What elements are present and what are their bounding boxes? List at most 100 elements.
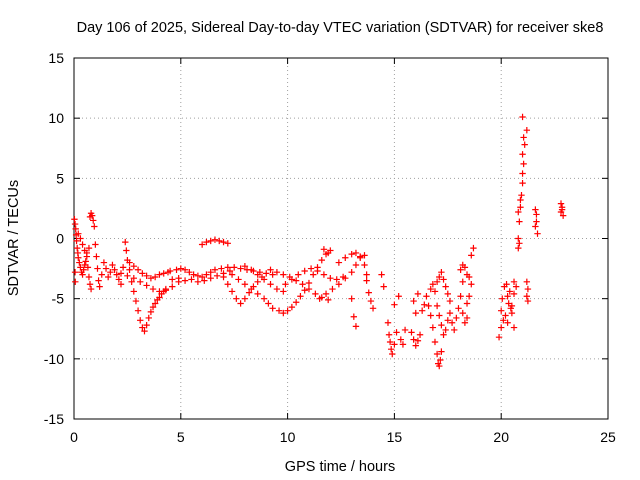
data-point xyxy=(87,285,95,293)
data-point xyxy=(463,314,471,322)
data-point xyxy=(143,282,150,289)
data-point xyxy=(498,324,505,331)
data-point xyxy=(410,297,417,305)
data-point xyxy=(524,297,532,305)
data-point xyxy=(126,266,133,273)
data-point xyxy=(348,295,355,302)
data-point xyxy=(506,288,513,295)
data-point xyxy=(149,285,157,293)
y-tick-label: -10 xyxy=(44,351,64,367)
data-point xyxy=(91,223,98,230)
data-point xyxy=(504,293,511,300)
data-point xyxy=(119,264,127,271)
y-tick-label: -5 xyxy=(52,291,65,307)
x-tick-label: 20 xyxy=(493,429,509,445)
data-point xyxy=(95,277,102,284)
y-tick-label: 15 xyxy=(48,50,64,66)
data-point xyxy=(348,268,355,276)
data-point xyxy=(437,356,444,364)
data-point xyxy=(444,290,451,298)
data-point xyxy=(124,272,131,280)
data-point xyxy=(423,293,430,300)
data-point xyxy=(98,271,105,278)
data-point xyxy=(533,218,540,225)
data-point xyxy=(318,256,325,264)
data-point xyxy=(442,326,449,334)
data-point xyxy=(220,273,227,281)
x-tick-label: 25 xyxy=(600,429,616,445)
data-point xyxy=(211,236,219,243)
data-point xyxy=(352,323,360,330)
data-point xyxy=(387,346,395,353)
data-point xyxy=(448,319,456,326)
data-point xyxy=(427,285,434,293)
grid xyxy=(74,58,608,419)
data-point xyxy=(137,278,144,286)
data-point xyxy=(233,295,240,302)
data-point xyxy=(273,268,281,276)
x-axis-label: GPS time / hours xyxy=(285,459,395,475)
data-point xyxy=(156,271,163,278)
data-point xyxy=(194,272,202,280)
data-point xyxy=(520,134,527,141)
x-tick-label: 10 xyxy=(280,429,296,445)
data-point xyxy=(265,300,272,307)
plot-frame xyxy=(73,57,609,420)
data-point xyxy=(299,281,306,288)
data-point xyxy=(363,277,370,284)
data-point xyxy=(139,324,146,331)
data-point xyxy=(173,266,180,273)
data-point xyxy=(410,336,417,343)
data-point xyxy=(453,314,460,322)
data-point xyxy=(93,253,100,260)
chart-title: Day 106 of 2025, Sidereal Day-to-day VTE… xyxy=(77,20,604,36)
data-point xyxy=(305,285,313,293)
data-point xyxy=(310,271,317,278)
data-point xyxy=(72,278,79,286)
data-point xyxy=(194,278,202,286)
data-point xyxy=(237,300,244,307)
data-point xyxy=(457,266,464,273)
data-point xyxy=(510,324,518,331)
data-point xyxy=(73,237,80,245)
data-point xyxy=(147,275,155,282)
data-point xyxy=(295,271,302,278)
data-point xyxy=(361,261,368,269)
data-point xyxy=(465,273,473,281)
data-point xyxy=(498,307,505,314)
data-point xyxy=(218,265,225,272)
data-point xyxy=(414,290,422,298)
data-points xyxy=(71,113,567,370)
data-point xyxy=(263,270,270,277)
data-point xyxy=(333,276,340,283)
data-point xyxy=(510,278,518,286)
data-point xyxy=(369,305,377,312)
data-point xyxy=(431,338,439,346)
data-point xyxy=(327,275,334,282)
data-point xyxy=(175,275,182,282)
data-point xyxy=(416,331,424,338)
data-point xyxy=(425,302,432,310)
data-point xyxy=(297,293,304,300)
data-point xyxy=(115,276,123,283)
data-point xyxy=(267,266,274,273)
data-point xyxy=(280,309,287,317)
data-point xyxy=(510,290,518,298)
data-point xyxy=(147,308,155,316)
data-point xyxy=(151,273,159,281)
data-point xyxy=(399,341,407,348)
data-point xyxy=(385,331,393,338)
data-point xyxy=(468,252,475,259)
data-point xyxy=(463,300,471,307)
data-point xyxy=(378,271,385,278)
data-point xyxy=(305,279,313,287)
data-point xyxy=(117,270,125,277)
data-point xyxy=(440,331,447,338)
data-point xyxy=(523,127,531,134)
data-point xyxy=(401,326,409,334)
data-point xyxy=(329,285,336,293)
data-point xyxy=(166,267,174,275)
data-point xyxy=(248,285,255,293)
data-point xyxy=(365,289,372,296)
